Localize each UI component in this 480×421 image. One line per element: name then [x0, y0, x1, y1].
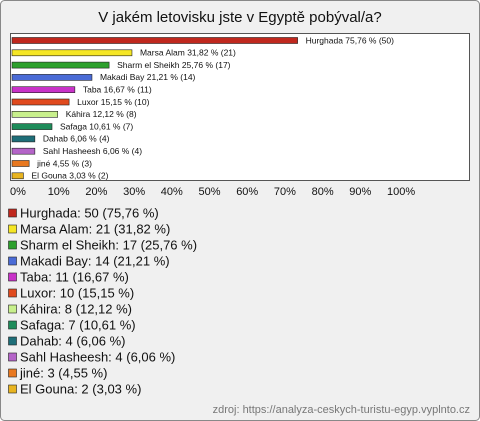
bar [11, 123, 53, 130]
x-tick-label: 10% [48, 186, 70, 198]
legend-label: Dahab: 4 (6,06 %) [20, 333, 126, 348]
bar [11, 86, 76, 93]
legend-swatch [8, 272, 17, 282]
bar [11, 49, 133, 57]
bar [11, 98, 70, 106]
legend-label: Káhira: 8 (12,12 %) [20, 301, 132, 316]
value-label: Safaga 10,61 % (7) [60, 121, 133, 131]
bar [11, 61, 110, 69]
value-label: Luxor 15,15 % (10) [77, 97, 149, 107]
legend-swatch [8, 288, 17, 298]
legend-swatch [8, 336, 17, 346]
bar [11, 37, 298, 44]
x-tick-label: 60% [236, 186, 258, 198]
source: zdroj: https://analyza-ceskych-turistu-e… [213, 404, 470, 416]
plot-area [10, 33, 470, 181]
legend-swatch [8, 384, 17, 394]
value-label: Sharm el Sheikh 25,76 % (17) [117, 60, 231, 70]
legend-label: Hurghada: 50 (75,76 %) [20, 205, 159, 220]
bar [11, 172, 24, 180]
legend-swatch [8, 256, 17, 266]
legend-label: Luxor: 10 (15,15 %) [20, 285, 134, 300]
legend-label: Sahl Hasheesh: 4 (6,06 %) [20, 349, 175, 364]
legend-swatch [8, 240, 17, 250]
value-label: Sahl Hasheesh 6,06 % (4) [43, 146, 142, 156]
x-tick-label: 0% [10, 186, 26, 198]
x-tick-label: 20% [85, 186, 107, 198]
x-tick-label: 40% [161, 186, 183, 198]
legend-swatch [8, 320, 17, 330]
bar [11, 147, 36, 155]
legend-swatch [8, 304, 17, 314]
legend-label: Makadi Bay: 14 (21,21 %) [20, 253, 170, 268]
legend-swatch [8, 352, 17, 362]
bar [11, 160, 30, 167]
bar [11, 135, 36, 143]
legend-swatch [8, 224, 17, 234]
x-tick-label: 90% [349, 186, 371, 198]
value-label: Dahab 6,06 % (4) [43, 134, 110, 144]
bar [11, 111, 58, 118]
legend-label: Safaga: 7 (10,61 %) [20, 317, 136, 332]
legend-label: jiné: 3 (4,55 %) [19, 365, 107, 380]
legend-label: Sharm el Sheikh: 17 (25,76 %) [20, 237, 197, 252]
value-label: Hurghada 75,76 % (50) [306, 35, 395, 45]
x-tick-label: 80% [312, 186, 334, 198]
value-label: Marsa Alam 31,82 % (21) [140, 48, 236, 58]
value-label: Makadi Bay 21,21 % (14) [100, 72, 196, 82]
legend-swatch [8, 368, 17, 378]
bar [11, 74, 93, 81]
legend-label: Taba: 11 (16,67 %) [20, 269, 129, 284]
legend-label: El Gouna: 2 (3,03 %) [20, 381, 141, 396]
value-label: Taba 16,67 % (11) [83, 84, 152, 94]
x-tick-label: 30% [123, 186, 145, 198]
x-tick-label: 70% [274, 186, 296, 198]
value-label: jiné 4,55 % (3) [36, 158, 92, 168]
value-label: El Gouna 3,03 % (2) [31, 171, 108, 181]
value-label: Káhira 12,12 % (8) [66, 109, 137, 119]
legend-label: Marsa Alam: 21 (31,82 %) [20, 221, 170, 236]
x-tick-label: 100% [387, 186, 415, 198]
legend-swatch [8, 208, 17, 218]
x-tick-label: 50% [199, 186, 221, 198]
chart-title: V jakém letovisku jste v Egyptě pobýval/… [98, 9, 381, 26]
